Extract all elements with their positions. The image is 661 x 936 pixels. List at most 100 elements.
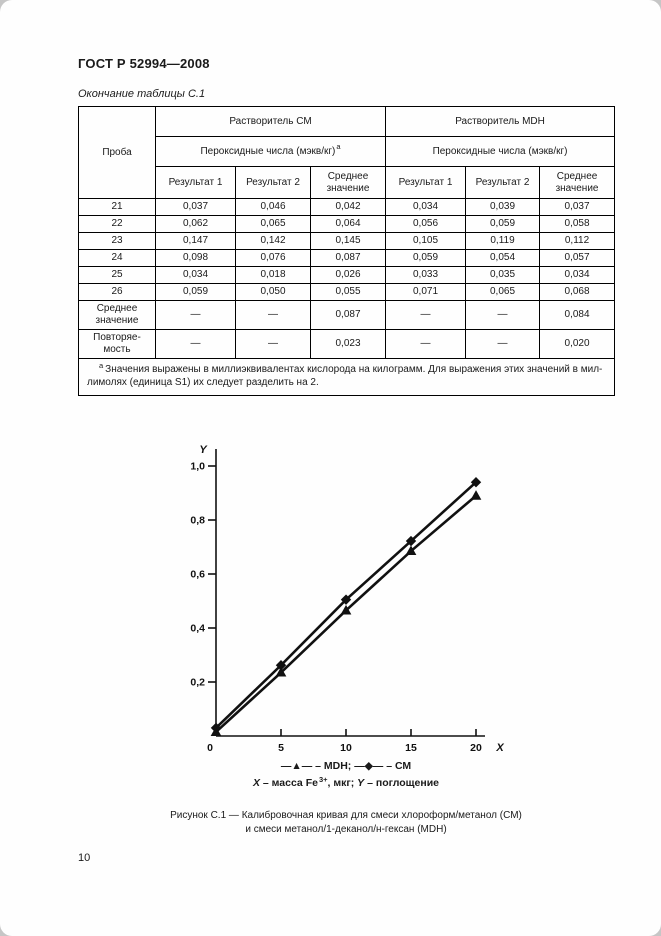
value-cell: — xyxy=(155,300,236,330)
value-cell: 0,059 xyxy=(385,249,467,267)
row-label-cell: 23 xyxy=(78,232,156,250)
axis-note-y-var: Y xyxy=(357,777,365,789)
col-header-mean-cm: Среднее значение xyxy=(309,166,387,199)
table-row: 24 0,098 0,076 0,087 0,059 0,054 0,057 xyxy=(78,249,616,267)
value-cell: 0,037 xyxy=(539,198,616,216)
value-cell: — xyxy=(235,329,311,359)
value-cell: 0,033 xyxy=(385,266,467,284)
col-group-mdh: Растворитель MDH xyxy=(385,106,616,137)
table-caption: Окончание таблицы С.1 xyxy=(78,88,206,100)
value-cell: 0,119 xyxy=(465,232,541,250)
svg-text:Y: Y xyxy=(199,444,208,456)
value-cell: 0,142 xyxy=(235,232,311,250)
value-cell: 0,059 xyxy=(155,283,236,301)
col-group-cm: Растворитель СМ xyxy=(154,106,387,137)
chart-legend: —▲— – MDH; —◆— – СМ xyxy=(280,760,412,772)
results-table: Проба Растворитель СМ Растворитель MDH П… xyxy=(77,106,616,396)
row-label-cell: Среднее значение xyxy=(78,300,156,330)
value-cell: 0,145 xyxy=(309,232,387,250)
subheader-mdh: Пероксидные числа (мэкв/кг) xyxy=(385,136,616,167)
value-cell: 0,098 xyxy=(155,249,236,267)
axis-note: X – масса Fe3+, мкг; Y – поглощение xyxy=(252,774,440,789)
value-cell: — xyxy=(235,300,311,330)
page-number: 10 xyxy=(78,852,91,864)
row-label-cell: 26 xyxy=(78,283,156,301)
footnote-marker: а xyxy=(99,360,104,370)
row-label-cell: 25 xyxy=(78,266,156,284)
svg-text:X: X xyxy=(495,742,504,754)
subheader-cm: Пероксидные числа (мэкв/кг)а xyxy=(154,136,387,167)
svg-text:5: 5 xyxy=(278,742,284,754)
value-cell: 0,026 xyxy=(309,266,387,284)
value-cell: 0,112 xyxy=(539,232,616,250)
value-cell: — xyxy=(155,329,236,359)
value-cell: 0,058 xyxy=(539,215,616,233)
footnote-marker: а xyxy=(336,142,341,152)
value-cell: 0,034 xyxy=(539,266,616,284)
value-cell: 0,059 xyxy=(465,215,541,233)
svg-text:0,2: 0,2 xyxy=(190,677,205,689)
value-cell: 0,087 xyxy=(309,249,387,267)
page-title: ГОСТ Р 52994—2008 xyxy=(78,56,210,71)
value-cell: 0,105 xyxy=(385,232,467,250)
footnote-line-2: лимолях (единица S1) их следует разделит… xyxy=(87,377,319,388)
row-label-cell: 22 xyxy=(78,215,156,233)
svg-text:0,6: 0,6 xyxy=(190,569,205,581)
value-cell: 0,050 xyxy=(235,283,311,301)
value-cell: 0,034 xyxy=(155,266,236,284)
value-cell: 0,057 xyxy=(539,249,616,267)
fe-superscript: 3+ xyxy=(318,774,328,784)
value-cell: 0,087 xyxy=(309,300,387,330)
svg-text:15: 15 xyxy=(405,742,417,754)
table-body: 21 0,037 0,046 0,042 0,034 0,039 0,037 22 0,062 0… xyxy=(78,198,616,359)
value-cell: — xyxy=(465,300,541,330)
value-cell: 0,062 xyxy=(155,215,236,233)
value-cell: 0,084 xyxy=(539,300,616,330)
value-cell: 0,147 xyxy=(155,232,236,250)
footnote-line-1: а Значения выражены в миллиэквивалентах к… xyxy=(99,360,603,375)
svg-text:0,4: 0,4 xyxy=(190,623,205,635)
svg-text:10: 10 xyxy=(340,742,352,754)
col-header-result2-mdh: Результат 2 xyxy=(465,166,541,199)
value-cell: 0,071 xyxy=(385,283,467,301)
value-cell: 0,023 xyxy=(309,329,387,359)
value-cell: — xyxy=(385,300,467,330)
value-cell: 0,065 xyxy=(235,215,311,233)
value-cell: 0,054 xyxy=(465,249,541,267)
row-label-cell: Повторяе- мость xyxy=(78,329,156,359)
value-cell: 0,068 xyxy=(539,283,616,301)
value-cell: 0,034 xyxy=(385,198,467,216)
value-cell: 0,064 xyxy=(309,215,387,233)
table-row: 26 0,059 0,050 0,055 0,071 0,065 0,068 xyxy=(78,283,616,301)
col-header-result1-cm: Результат 1 xyxy=(155,166,236,199)
value-cell: 0,035 xyxy=(465,266,541,284)
table-row: Повторяе- мость — —0,023— —0,020 xyxy=(78,329,616,359)
value-cell: — xyxy=(465,329,541,359)
value-cell: 0,046 xyxy=(235,198,311,216)
row-label-cell: 21 xyxy=(78,198,156,216)
value-cell: 0,065 xyxy=(465,283,541,301)
calibration-chart: 0,2 0,4 0,6 0,8 1,0 0 5 10 15 20 Y X xyxy=(190,444,504,754)
value-cell: — xyxy=(385,329,467,359)
value-cell: 0,076 xyxy=(235,249,311,267)
value-cell: 0,039 xyxy=(465,198,541,216)
svg-text:0,8: 0,8 xyxy=(190,515,205,527)
svg-text:1,0: 1,0 xyxy=(190,461,205,473)
col-header-result2-cm: Результат 2 xyxy=(235,166,311,199)
table-row: 21 0,037 0,046 0,042 0,034 0,039 0,037 xyxy=(78,198,616,216)
calibration-chart-block: 0,2 0,4 0,6 0,8 1,0 0 5 10 15 20 Y X —▲— – MDH; —◆—… xyxy=(78,438,614,789)
table-row: Среднее значение — —0,087— —0,084 xyxy=(78,300,616,330)
table-row: 23 0,147 0,142 0,145 0,105 0,119 0,112 xyxy=(78,232,616,250)
table-footnote: а Значения выражены в миллиэквивалентах к… xyxy=(77,358,616,396)
value-cell: 0,037 xyxy=(155,198,236,216)
figure-caption: Рисунок С.1 — Калибровочная кривая для с… xyxy=(170,810,522,835)
value-cell: 0,020 xyxy=(539,329,616,359)
table-row: 25 0,034 0,018 0,026 0,033 0,035 0,034 xyxy=(78,266,616,284)
svg-text:20: 20 xyxy=(470,742,482,754)
col-header-result1-mdh: Результат 1 xyxy=(385,166,467,199)
axis-note-x-var: X xyxy=(252,777,260,789)
value-cell: 0,042 xyxy=(309,198,387,216)
col-header-sample: Проба xyxy=(78,106,156,199)
row-label-cell: 24 xyxy=(78,249,156,267)
